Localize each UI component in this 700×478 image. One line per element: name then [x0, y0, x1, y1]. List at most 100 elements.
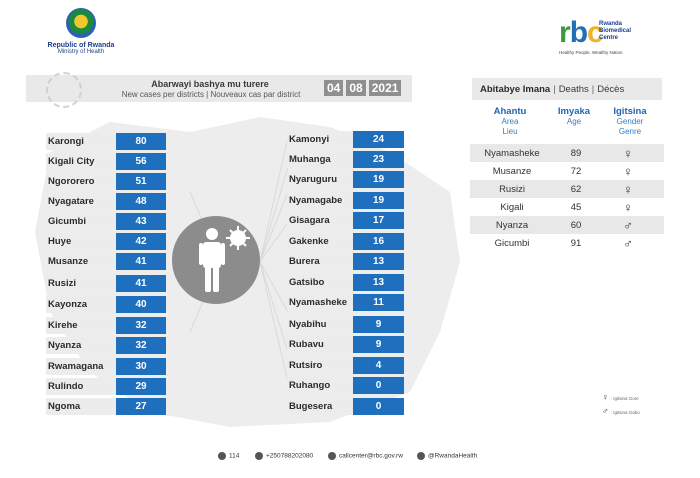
case-row: Muhanga 23 [287, 151, 404, 168]
district-name: Ngororero [46, 173, 116, 190]
case-count: 9 [353, 336, 404, 353]
district-name: Ngoma [46, 398, 116, 415]
footer-email: callcenter@rbc.gov.rw [328, 452, 403, 460]
case-row: Kigali City 56 [46, 153, 166, 170]
case-row: Gicumbi 43 [46, 213, 166, 230]
case-count: 0 [353, 377, 404, 394]
case-count: 16 [353, 233, 404, 250]
date-year: 2021 [368, 80, 402, 96]
district-name: Rusizi [46, 275, 116, 292]
ministry-line-2: Ministry of Health [57, 49, 105, 55]
district-name: Huye [46, 233, 116, 250]
case-count: 23 [353, 151, 404, 168]
table-row: Kigali 45 ♀ [470, 198, 664, 216]
district-name: Ruhango [287, 377, 353, 394]
case-row: Gatsibo 13 [287, 274, 404, 291]
district-name: Nyabihu [287, 316, 353, 333]
case-count: 32 [116, 337, 166, 354]
district-name: Kayonza [46, 296, 116, 313]
case-row: Rwamagana 30 [46, 358, 166, 375]
case-row: Rubavu 9 [287, 336, 404, 353]
district-name: Nyamasheke [287, 294, 353, 311]
rbc-full-name: Rwanda Biomedical Centre [599, 21, 632, 41]
ministry-line-1: Republic of Rwanda [47, 42, 115, 49]
case-row: Nyagatare 48 [46, 193, 166, 210]
column-header-age: Imyaka Age [557, 106, 591, 127]
case-row: Gisagara 17 [287, 212, 404, 229]
deaths-header [472, 78, 662, 100]
case-count: 80 [116, 133, 166, 150]
male-icon: ♂ [602, 406, 609, 416]
case-count: 42 [116, 233, 166, 250]
date-month: 08 [346, 80, 366, 96]
case-row: Ngororero 51 [46, 173, 166, 190]
case-count: 17 [353, 212, 404, 229]
district-name: Rutsiro [287, 357, 353, 374]
district-name: Kirehe [46, 317, 116, 334]
column-header-area: Ahantu Area Lieu [493, 106, 527, 137]
footer-social: @RwandaHealth [417, 452, 477, 460]
banner-subtitle: New cases per districts | Nouveaux cas p… [121, 90, 301, 99]
case-count: 43 [116, 213, 166, 230]
deaths-table: Nyamasheke 89 ♀ Musanze 72 ♀ Rusizi 62 ♀ Kigal… [470, 144, 664, 252]
case-count: 40 [116, 296, 166, 313]
whatsapp-icon [255, 452, 263, 460]
gender-icon: ♂ [623, 217, 633, 233]
district-name: Musanze [46, 253, 116, 270]
district-name: Gicumbi [46, 213, 116, 230]
case-count: 32 [116, 317, 166, 334]
district-name: Gatsibo [287, 274, 353, 291]
case-count: 0 [353, 398, 404, 415]
case-row: Kayonza 40 [46, 296, 166, 313]
case-count: 30 [116, 358, 166, 375]
district-name: Kamonyi [287, 131, 353, 148]
legend-male: ♂: Igitsina Gabo [602, 406, 640, 416]
case-row: Karongi 80 [46, 133, 166, 150]
case-count: 13 [353, 274, 404, 291]
ministry-of-health-logo: Republic of Rwanda Ministry of Health [46, 8, 116, 55]
gender-icon: ♂ [623, 235, 633, 251]
district-name: Nyagatare [46, 193, 116, 210]
case-row: Rutsiro 4 [287, 357, 404, 374]
email-icon [328, 452, 336, 460]
rwanda-coat-of-arms-icon [66, 8, 96, 38]
case-count: 13 [353, 253, 404, 270]
district-name: Nyanza [46, 337, 116, 354]
district-name: Muhanga [287, 151, 353, 168]
district-name: Rulindo [46, 378, 116, 395]
table-row: Nyamasheke 89 ♀ [470, 144, 664, 162]
case-row: Rusizi 41 [46, 275, 166, 292]
table-row: Gicumbi 91 ♂ [470, 234, 664, 252]
table-row: Musanze 72 ♀ [470, 162, 664, 180]
district-name: Burera [287, 253, 353, 270]
case-count: 19 [353, 192, 404, 209]
case-row: Kamonyi 24 [287, 131, 404, 148]
case-row: Nyanza 32 [46, 337, 166, 354]
case-count: 11 [353, 294, 404, 311]
virus-icon [46, 72, 82, 108]
gender-icon: ♀ [623, 145, 633, 161]
case-row: Burera 13 [287, 253, 404, 270]
banner-title: Abarwayi bashya mu turere [151, 79, 269, 89]
gender-icon: ♀ [623, 199, 633, 215]
district-name: Nyamagabe [287, 192, 353, 209]
social-media-icon [417, 452, 425, 460]
case-count: 51 [116, 173, 166, 190]
case-count: 19 [353, 171, 404, 188]
legend-female: ♀: Igitsina Gore [602, 392, 639, 402]
district-name: Bugesera [287, 398, 353, 415]
district-name: Rwamagana [46, 358, 116, 375]
case-count: 27 [116, 398, 166, 415]
gender-icon: ♀ [623, 163, 633, 179]
case-row: Nyamasheke 11 [287, 294, 404, 311]
case-count: 29 [116, 378, 166, 395]
person-virus-icon [172, 216, 260, 304]
case-count: 41 [116, 275, 166, 292]
case-row: Nyaruguru 19 [287, 171, 404, 188]
district-name: Gakenke [287, 233, 353, 250]
footer-hotline: 114 [218, 452, 239, 460]
case-count: 24 [353, 131, 404, 148]
rbc-wordmark: rbc [559, 16, 604, 49]
case-row: Musanze 41 [46, 253, 166, 270]
district-name: Gisagara [287, 212, 353, 229]
